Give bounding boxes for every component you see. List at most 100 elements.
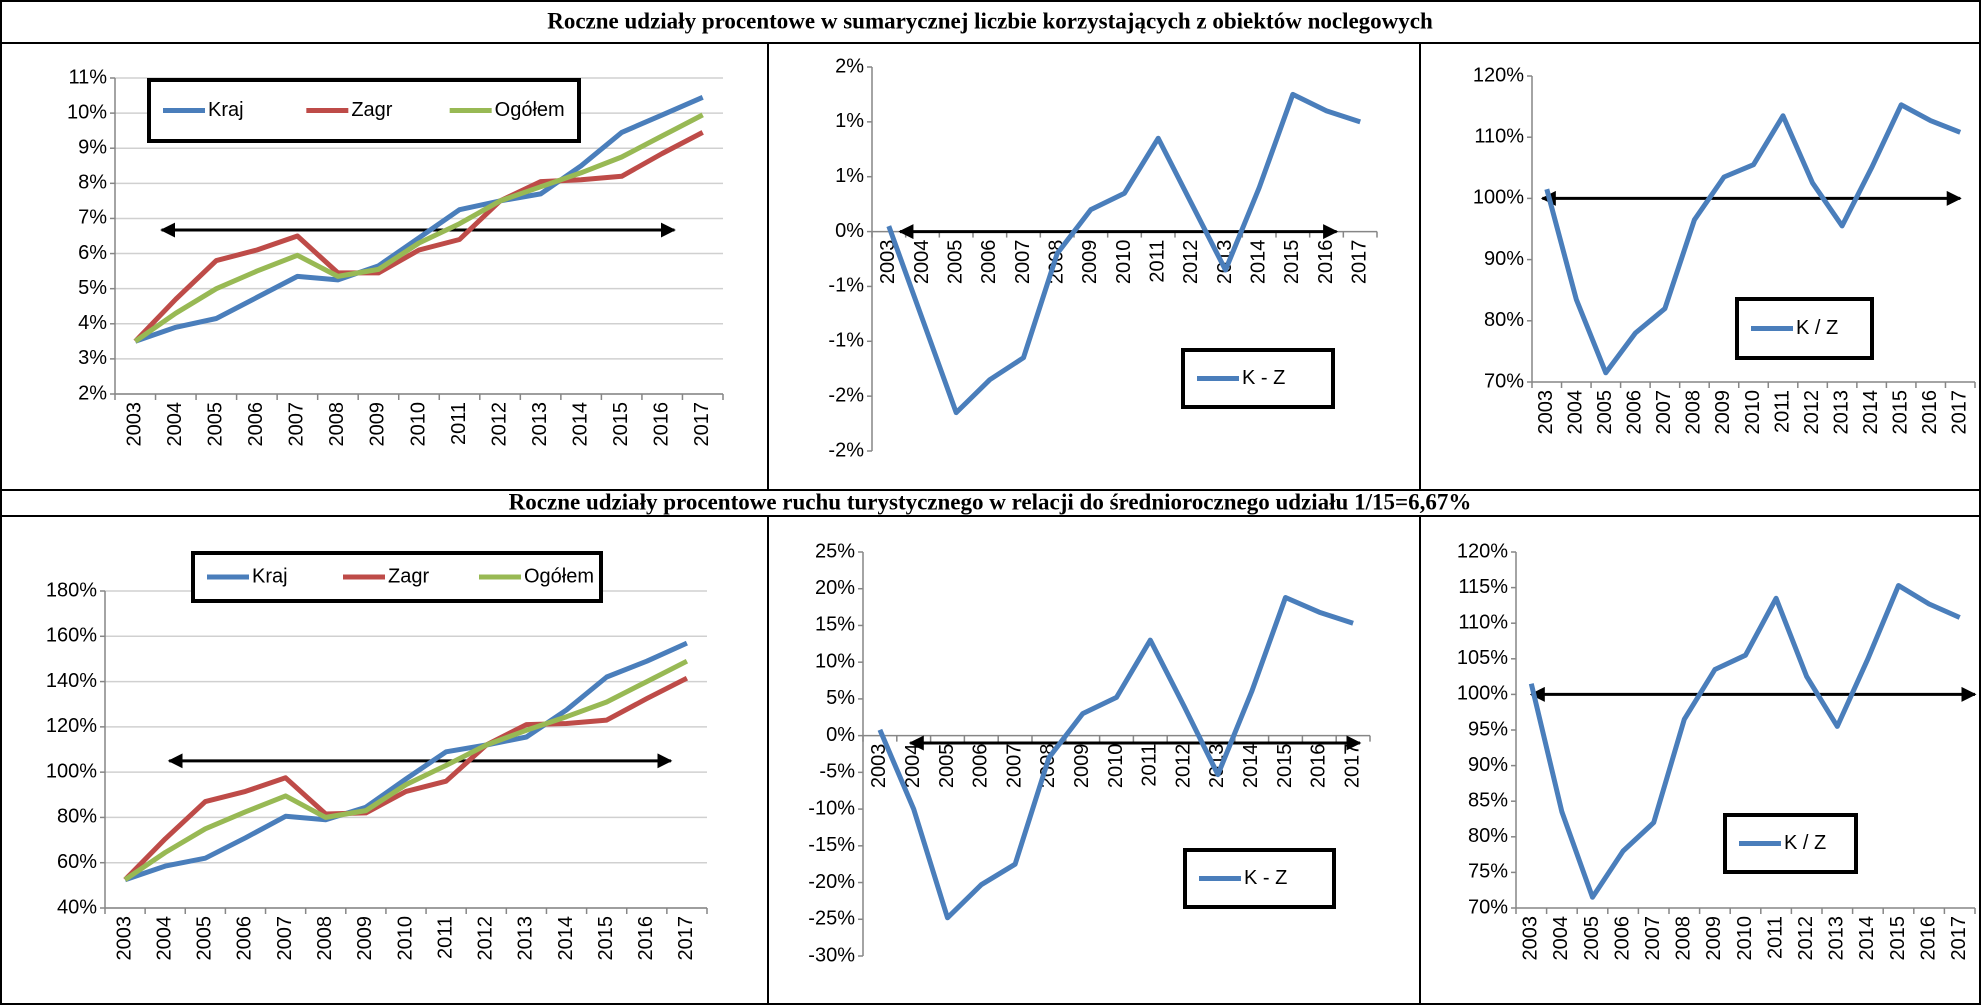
x-tick-label: 2009: [1071, 744, 1093, 789]
x-tick-label: 2012: [1801, 390, 1823, 435]
x-tick-label: 2017: [1948, 916, 1970, 961]
legend-label: K - Z: [1242, 367, 1285, 389]
y-tick-label: 2%: [835, 55, 864, 77]
x-tick-label: 2015: [1281, 240, 1303, 284]
data-line: [124, 640, 688, 883]
x-tick-label: 2004: [153, 916, 175, 961]
legend-box: [1181, 348, 1335, 409]
y-tick-label: -2%: [828, 439, 864, 461]
x-tick-label: 2016: [1315, 240, 1337, 284]
y-tick-label: -20%: [808, 871, 855, 893]
y-tick-label: 60%: [57, 851, 97, 873]
x-tick-label: 2008: [1683, 390, 1705, 435]
data-line: [1528, 583, 1961, 900]
section-title: Roczne udziały procentowe ruchu turystyc…: [509, 489, 1472, 514]
y-tick-label: 20%: [815, 577, 855, 599]
x-tick-label: 2004: [164, 402, 186, 447]
data-line: [133, 112, 704, 344]
y-tick-label: 15%: [815, 614, 855, 636]
x-tick-label: 2012: [475, 916, 497, 961]
legend-box: [191, 551, 603, 603]
y-tick-label: 80%: [1484, 309, 1524, 331]
x-tick-label: 2006: [1611, 916, 1633, 961]
y-tick-label: -5%: [819, 761, 855, 783]
x-tick-label: 2009: [354, 916, 376, 961]
y-tick-label: 0%: [826, 724, 855, 746]
y-tick-label: 11%: [68, 66, 107, 88]
y-tick-label: 5%: [78, 277, 107, 299]
y-tick-label: 10%: [67, 101, 107, 123]
x-tick-label: 2014: [555, 916, 577, 961]
x-tick-label: 2005: [1594, 390, 1616, 435]
x-tick-label: 2011: [1146, 240, 1168, 283]
y-tick-label: 3%: [78, 347, 107, 369]
x-tick-label: 2006: [234, 916, 256, 961]
x-tick-label: 2013: [1830, 390, 1852, 435]
legend-label: Zagr: [388, 565, 429, 587]
legend-label: Kraj: [208, 99, 244, 121]
x-tick-label: 2013: [515, 916, 537, 961]
y-tick-label: 100%: [46, 760, 97, 782]
y-tick-label: 115%: [1458, 576, 1508, 598]
data-line: [1544, 102, 1962, 376]
x-tick-label: 2013: [1206, 744, 1228, 789]
section-title: Roczne udziały procentowe w sumarycznej …: [547, 8, 1433, 33]
legend-label: K - Z: [1244, 867, 1287, 889]
x-tick-label: 2014: [1860, 390, 1882, 435]
legend-label: Zagr: [351, 99, 392, 121]
y-tick-label: 25%: [815, 540, 855, 562]
x-tick-label: 2005: [944, 240, 966, 284]
x-tick-label: 2015: [1887, 916, 1909, 961]
x-tick-label: 2009: [1079, 240, 1101, 284]
data-line: [134, 95, 704, 344]
y-tick-label: 85%: [1468, 789, 1508, 811]
y-tick-label: 120%: [1457, 540, 1508, 562]
data-line: [877, 595, 1354, 921]
x-tick-label: 2016: [1308, 744, 1330, 789]
y-tick-label: 120%: [1473, 64, 1524, 86]
x-tick-label: 2009: [1703, 916, 1725, 961]
x-tick-label: 2011: [1771, 390, 1793, 433]
x-tick-label: 2010: [394, 916, 416, 961]
y-tick-label: 140%: [46, 670, 97, 692]
x-tick-label: 2004: [902, 744, 924, 789]
y-tick-label: 2%: [78, 382, 107, 404]
x-tick-label: 2011: [448, 402, 470, 445]
y-tick-label: 4%: [78, 312, 107, 334]
x-tick-label: 2007: [1003, 744, 1025, 789]
y-tick-label: 80%: [57, 806, 97, 828]
y-tick-label: -15%: [808, 834, 855, 856]
x-tick-label: 2017: [1949, 390, 1971, 435]
y-tick-label: 90%: [1468, 754, 1508, 776]
x-tick-label: 2014: [569, 402, 591, 447]
y-tick-label: 40%: [57, 896, 97, 918]
x-tick-label: 2007: [1012, 240, 1034, 284]
y-tick-label: 180%: [46, 579, 97, 601]
x-tick-label: 2017: [691, 402, 713, 447]
x-tick-label: 2010: [1105, 744, 1127, 789]
x-tick-label: 2016: [650, 402, 672, 447]
x-tick-label: 2005: [205, 402, 227, 447]
x-tick-label: 2012: [488, 402, 510, 447]
x-tick-label: 2017: [1348, 240, 1370, 284]
x-tick-label: 2013: [1214, 240, 1236, 284]
y-tick-label: -2%: [828, 384, 864, 406]
y-tick-label: 160%: [46, 625, 97, 647]
data-line: [133, 130, 704, 344]
x-tick-label: 2005: [936, 744, 958, 789]
x-tick-label: 2008: [314, 916, 336, 961]
x-tick-label: 2012: [1180, 240, 1202, 284]
legend-box: [147, 78, 581, 143]
y-tick-label: -1%: [828, 275, 864, 297]
y-tick-label: 95%: [1468, 718, 1508, 740]
x-tick-label: 2011: [434, 916, 456, 959]
x-tick-label: 2011: [1764, 916, 1786, 959]
x-tick-label: 2007: [274, 916, 296, 961]
y-tick-label: 1%: [835, 165, 864, 187]
x-tick-label: 2006: [978, 240, 1000, 284]
legend-label: K / Z: [1784, 832, 1826, 854]
x-tick-label: 2007: [1642, 916, 1664, 961]
x-tick-label: 2005: [1581, 916, 1603, 961]
